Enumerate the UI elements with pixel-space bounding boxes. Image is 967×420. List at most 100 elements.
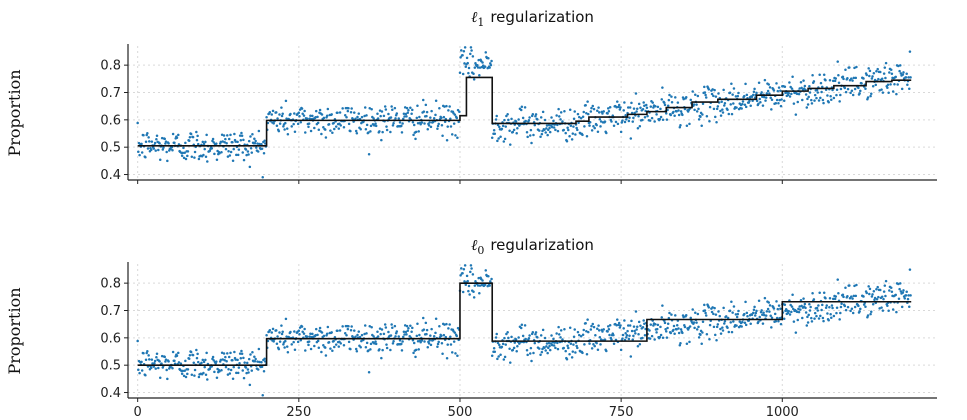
data-point: [316, 115, 319, 119]
data-point: [619, 106, 622, 109]
data-point: [182, 156, 186, 160]
data-point: [215, 142, 218, 145]
data-point: [610, 338, 613, 341]
data-point: [766, 307, 770, 311]
data-point: [391, 108, 394, 111]
data-point: [503, 336, 506, 340]
data-point: [681, 113, 684, 117]
data-point: [724, 315, 728, 318]
data-point: [678, 344, 682, 347]
data-point: [846, 87, 850, 91]
data-point: [450, 351, 454, 354]
data-point: [293, 130, 297, 133]
data-point: [712, 325, 716, 329]
data-point: [740, 107, 743, 110]
data-point: [677, 113, 681, 117]
data-point: [648, 329, 651, 332]
data-point: [699, 333, 702, 337]
data-point: [220, 351, 224, 354]
data-point: [245, 371, 248, 375]
data-point: [873, 296, 877, 300]
chart-title: ℓ1 regularization: [471, 8, 594, 29]
data-point: [828, 306, 831, 309]
data-point: [764, 314, 768, 317]
data-point: [596, 109, 599, 112]
data-point: [478, 74, 481, 77]
data-point: [592, 107, 596, 111]
data-point: [360, 115, 364, 119]
data-point: [298, 114, 301, 118]
data-point: [684, 96, 688, 99]
data-point: [220, 151, 223, 154]
data-point: [444, 335, 448, 339]
data-point: [303, 109, 306, 113]
data-point: [302, 332, 306, 335]
data-point: [411, 120, 415, 124]
data-point: [776, 307, 780, 311]
data-point: [691, 308, 694, 311]
data-point: [517, 118, 520, 121]
data-point: [149, 148, 153, 152]
data-point: [311, 114, 314, 118]
data-point: [499, 135, 502, 138]
data-point: [173, 359, 176, 362]
data-point: [636, 107, 639, 111]
data-point: [787, 92, 790, 95]
data-point: [324, 346, 327, 349]
data-point: [701, 331, 704, 334]
data-point: [180, 154, 184, 157]
data-point: [293, 348, 297, 351]
data-point: [743, 103, 747, 106]
data-point: [768, 310, 771, 313]
data-point: [483, 283, 487, 286]
data-point: [440, 341, 444, 345]
data-point: [300, 107, 304, 110]
data-point: [293, 330, 296, 333]
data-point: [142, 134, 145, 137]
data-point: [284, 339, 287, 343]
data-point: [476, 284, 480, 287]
data-point: [899, 64, 902, 67]
data-point: [218, 151, 221, 155]
data-point: [754, 311, 758, 315]
data-point: [404, 112, 408, 116]
data-point: [755, 91, 758, 95]
data-point: [743, 312, 746, 316]
data-point: [155, 356, 158, 359]
data-point: [697, 325, 700, 329]
data-point: [707, 88, 711, 91]
data-point: [850, 295, 853, 298]
data-point: [643, 322, 646, 325]
data-point: [417, 348, 420, 351]
data-point: [296, 122, 300, 126]
data-point: [406, 329, 410, 332]
data-point: [153, 359, 157, 363]
data-point: [222, 352, 226, 355]
data-point: [466, 279, 469, 283]
data-point: [150, 140, 154, 143]
data-point: [404, 330, 408, 334]
data-point: [773, 312, 777, 316]
data-point: [821, 316, 825, 320]
data-point: [393, 106, 397, 110]
data-point: [292, 122, 295, 126]
data-point: [777, 304, 781, 307]
data-point: [727, 330, 731, 334]
data-point: [654, 322, 657, 326]
y-tick-label: 0.4: [100, 386, 121, 401]
data-point: [410, 330, 413, 333]
data-point: [213, 370, 216, 374]
data-point: [568, 135, 571, 138]
data-point: [280, 114, 284, 118]
data-point: [414, 130, 418, 134]
data-point: [595, 341, 598, 345]
data-point: [834, 77, 838, 80]
data-point: [391, 124, 395, 127]
data-point: [376, 335, 380, 338]
data-point: [782, 317, 786, 321]
data-point: [755, 99, 759, 103]
data-point: [350, 107, 353, 110]
data-point: [501, 124, 505, 128]
data-point: [760, 91, 763, 94]
data-point: [812, 80, 816, 83]
